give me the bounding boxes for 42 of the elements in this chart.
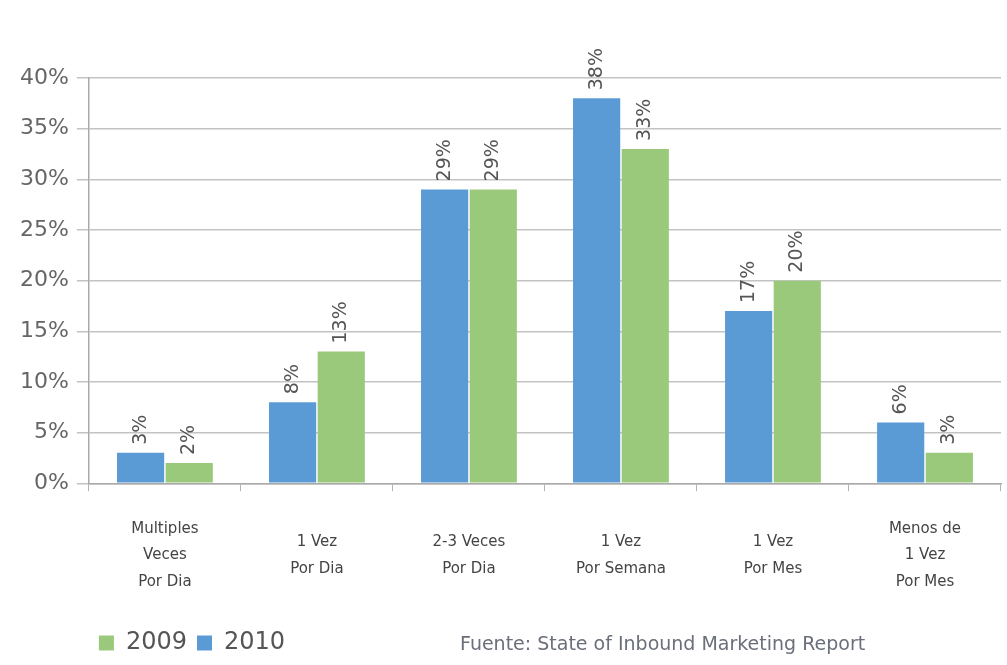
bar xyxy=(116,452,165,483)
data-label: 6% xyxy=(887,384,910,415)
legend-label: 2010 xyxy=(223,627,286,656)
bar xyxy=(421,189,469,483)
bar xyxy=(621,148,669,483)
x-tick-label: 1 Vez Por Semana xyxy=(576,532,666,577)
data-label: 29% xyxy=(480,139,503,182)
bar xyxy=(877,422,925,483)
data-label: 17% xyxy=(735,260,758,304)
data-label: 29% xyxy=(431,139,454,182)
y-tick-label: 20% xyxy=(19,266,69,292)
bar xyxy=(165,462,213,483)
y-tick-label: 10% xyxy=(19,367,69,393)
data-label: 2% xyxy=(176,424,199,455)
bar xyxy=(725,311,773,483)
x-tick-label: 1 Vez Por Dia xyxy=(290,532,344,577)
legend-label: 2009 xyxy=(125,627,187,656)
data-label: 33% xyxy=(632,98,655,141)
y-tick-label: 35% xyxy=(19,114,69,140)
y-tick-label: 5% xyxy=(33,418,69,444)
bar xyxy=(469,189,517,483)
x-tick-label: Menos de 1 Vez Por Mes xyxy=(888,519,962,590)
data-label: 13% xyxy=(328,301,351,344)
bar xyxy=(773,280,821,483)
data-label: 3% xyxy=(936,414,959,445)
bar xyxy=(317,351,365,483)
y-tick-label: 0% xyxy=(33,468,69,494)
data-label: 38% xyxy=(583,48,606,91)
bar xyxy=(925,452,973,483)
y-tick-label: 15% xyxy=(19,317,69,342)
data-label: 20% xyxy=(784,230,807,273)
data-label: 3% xyxy=(127,414,150,445)
y-tick-label: 25% xyxy=(19,215,69,241)
x-tick-label: 2-3 Veces Por Dia xyxy=(432,532,506,577)
x-tick-label: Multiples Veces Por Dia xyxy=(131,519,199,590)
source-note: Fuente: State of Inbound Marketing Report xyxy=(460,632,866,654)
data-label: 8% xyxy=(279,364,302,395)
bar xyxy=(269,402,317,483)
y-tick-label: 40% xyxy=(19,63,69,89)
x-tick-label: 1 Vez Por Mes xyxy=(743,532,803,577)
bar xyxy=(573,98,621,483)
y-tick-label: 30% xyxy=(19,165,69,191)
